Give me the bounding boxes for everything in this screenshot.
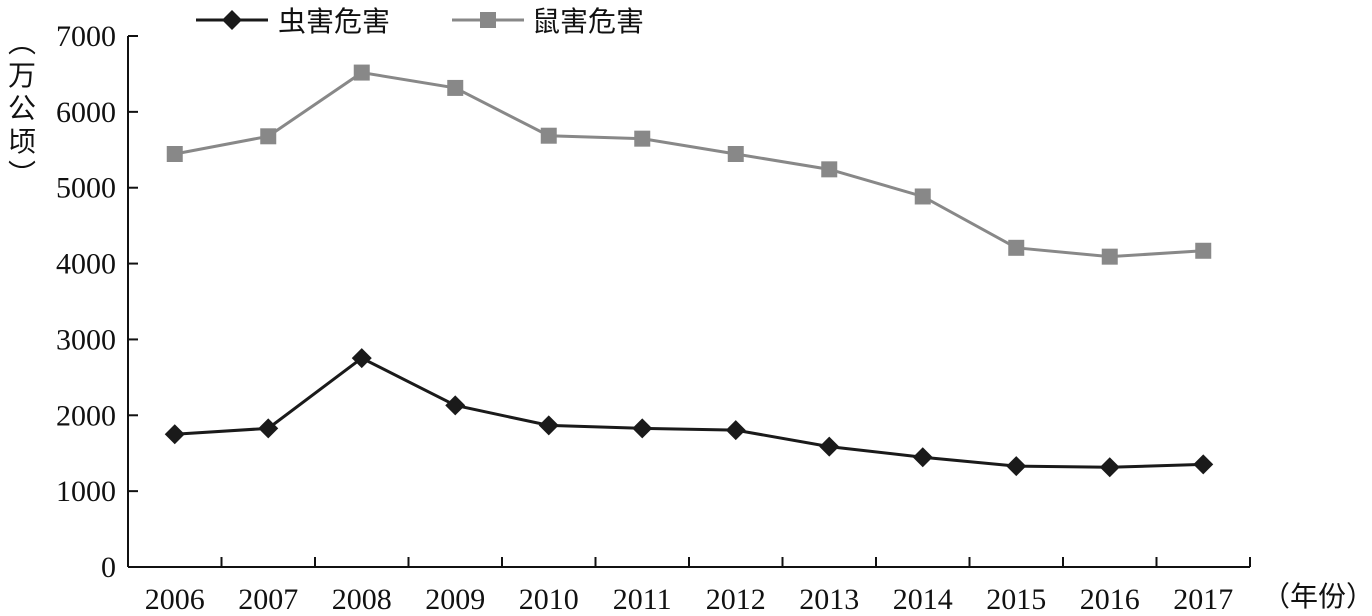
- series-line: [174, 356, 1204, 469]
- ticks: 0 1000 2000 3000 4000 5000 6000 7000 2006 2007 200…: [56, 20, 1251, 616]
- x-axis-title: （年份）: [1262, 580, 1372, 613]
- data-point: [260, 128, 277, 145]
- data-point: [445, 395, 466, 416]
- x-tick-label: 2007: [238, 583, 298, 616]
- x-tick-label: 2015: [986, 583, 1046, 616]
- data-point: [1099, 457, 1120, 478]
- data-point: [447, 79, 464, 96]
- data-point: [540, 127, 557, 144]
- x-tick-label: 2008: [332, 583, 392, 616]
- y-tick-label: 4000: [56, 248, 116, 281]
- y-tick-label: 2000: [56, 399, 116, 432]
- x-tick-label: 2013: [799, 583, 859, 616]
- data-point: [1008, 239, 1025, 256]
- series-2: [166, 64, 1212, 265]
- data-point: [725, 420, 746, 441]
- y-axis-title: ︵万公顷︶: [8, 26, 36, 191]
- y-axis-title-char: ︶: [8, 158, 36, 191]
- x-tick-label: 2017: [1173, 583, 1233, 616]
- legend-marker: [480, 12, 496, 28]
- legend-label: 虫害危害: [278, 5, 390, 38]
- legend: 虫害危害 鼠害危害: [196, 5, 644, 38]
- y-tick-label: 1000: [56, 475, 116, 508]
- y-axis-title-char: 顷: [8, 125, 36, 158]
- x-tick-label: 2011: [613, 583, 672, 616]
- data-point: [632, 418, 653, 439]
- data-point: [1006, 456, 1027, 477]
- data-point: [821, 161, 838, 178]
- x-tick-label: 2006: [145, 583, 205, 616]
- y-axis-title-char: 万: [8, 59, 36, 92]
- data-point: [258, 418, 279, 439]
- data-point: [1195, 242, 1212, 259]
- y-tick-label: 0: [101, 551, 116, 584]
- x-tick-label: 2010: [519, 583, 579, 616]
- x-tick-label: 2009: [425, 583, 485, 616]
- data-point: [538, 415, 559, 436]
- y-tick-label: 5000: [56, 172, 116, 205]
- data-point: [634, 130, 651, 147]
- data-point: [353, 64, 370, 81]
- series-layer: [164, 64, 1214, 478]
- data-point: [819, 436, 840, 457]
- data-point: [912, 447, 933, 468]
- x-tick-label: 2014: [893, 583, 953, 616]
- data-point: [166, 146, 183, 162]
- series-line: [174, 71, 1204, 259]
- y-tick-label: 6000: [56, 96, 116, 129]
- y-axis-title-char: ︵: [8, 26, 36, 59]
- data-point: [351, 348, 372, 369]
- x-tick-label: 2012: [706, 583, 766, 616]
- x-tick-label: 2016: [1080, 583, 1140, 616]
- legend-marker: [222, 10, 242, 30]
- data-point: [164, 424, 185, 445]
- data-point: [914, 188, 931, 205]
- y-axis-title-char: 公: [8, 92, 36, 125]
- legend-label: 鼠害危害: [532, 5, 644, 38]
- data-point: [727, 146, 744, 162]
- y-tick-label: 3000: [56, 323, 116, 356]
- series-1: [164, 348, 1214, 478]
- data-point: [1101, 248, 1118, 265]
- data-point: [1193, 454, 1214, 475]
- y-tick-label: 7000: [56, 20, 116, 53]
